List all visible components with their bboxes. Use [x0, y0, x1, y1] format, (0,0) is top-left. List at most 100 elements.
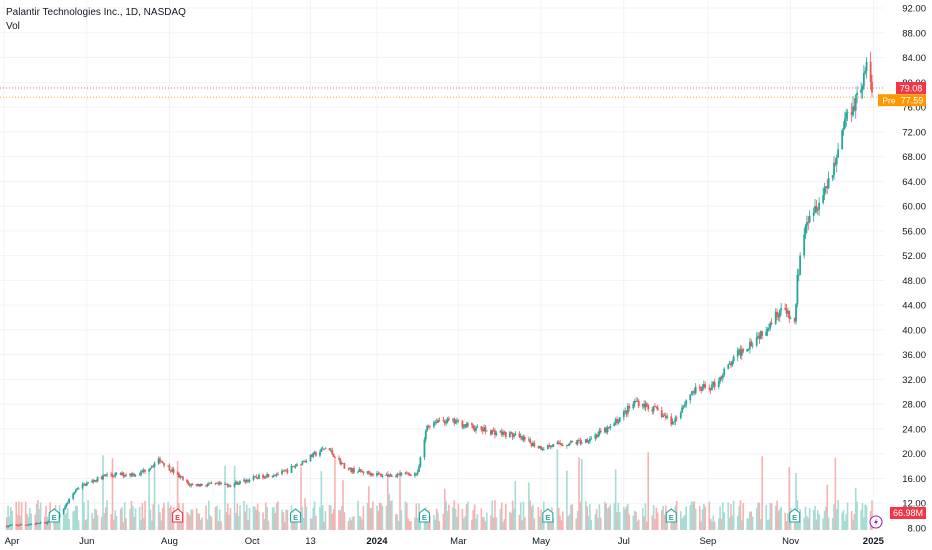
candle-body [546, 445, 549, 450]
price-tags: 79.08 Pre 77.59 66.98M [878, 81, 926, 519]
earnings-marker[interactable]: E [48, 508, 60, 523]
candle-body [328, 448, 331, 451]
volume-bar [9, 506, 12, 530]
time-axis-tick-label: Apr [5, 536, 20, 547]
volume-bar [114, 510, 117, 530]
volume-bar [207, 500, 210, 530]
volume-bar [366, 502, 369, 530]
time-axis[interactable]: Apr Jun Aug Oct 13 2024 Mar May Jul Sep Nov 2025 [5, 536, 885, 547]
candle-body [443, 420, 446, 424]
candle-body [647, 405, 650, 410]
candle-body [457, 419, 460, 421]
candles[interactable] [5, 51, 873, 528]
candle-body [342, 462, 344, 464]
volume-bar [419, 521, 422, 530]
volume-bar [529, 500, 532, 530]
candle-body [353, 468, 355, 473]
volume-bar [541, 517, 544, 530]
candle-body [466, 423, 469, 427]
earnings-marker[interactable]: E [665, 508, 677, 523]
candle-body [359, 469, 362, 472]
volume-bar [736, 515, 739, 530]
candle-body [28, 524, 31, 526]
candle-body [106, 474, 108, 476]
candle-body [845, 112, 848, 119]
candle-body [485, 430, 488, 432]
volume-bar [532, 504, 534, 530]
earnings-marker[interactable]: E [172, 508, 184, 523]
volume-bar [693, 501, 696, 530]
volume-bar [575, 518, 578, 530]
volume-bar [513, 508, 515, 530]
candle-body [628, 406, 631, 409]
earnings-marker[interactable]: E [789, 508, 801, 523]
volume-bar [226, 503, 229, 530]
volume-bar [579, 502, 582, 530]
candle-body [235, 481, 237, 484]
volume-bar [244, 511, 247, 530]
time-axis-tick-label: Nov [782, 536, 799, 547]
volume-bar [408, 521, 411, 530]
candle-body [850, 111, 853, 116]
volume-bar [319, 507, 321, 530]
lightning-icon[interactable] [869, 515, 883, 529]
symbol-title[interactable]: Palantir Technologies Inc., 1D, NASDAQ [6, 7, 186, 18]
candle-body [188, 484, 191, 486]
candle-body [673, 421, 675, 423]
price-axis[interactable]: 92.0088.0084.0080.0076.0072.0068.0064.00… [902, 4, 926, 535]
volume-bar [698, 505, 701, 530]
candle-body [91, 480, 94, 483]
candle-body [641, 404, 644, 407]
candle-body [434, 421, 437, 423]
time-axis-tick-label: 2025 [863, 536, 885, 547]
candle-body [826, 186, 829, 189]
volume-bar [537, 507, 540, 530]
candle-body [723, 368, 726, 376]
volume-bar [282, 512, 285, 530]
candle-body [140, 471, 142, 475]
candle-body [423, 439, 426, 458]
volume-bar [854, 487, 857, 530]
volume-bar [407, 518, 409, 530]
volume-bar [388, 493, 390, 530]
volume-bar [123, 502, 126, 530]
candle-body [87, 482, 89, 484]
candle-body [632, 403, 635, 409]
candle-body [803, 234, 806, 256]
candle-body [856, 92, 858, 96]
candle-body [414, 473, 416, 476]
earnings-marker[interactable]: E [542, 508, 554, 523]
candle-body [590, 438, 593, 440]
candle-body [46, 521, 49, 524]
volume-bar [846, 502, 849, 530]
volume-bar [557, 507, 560, 530]
candle-body [186, 479, 188, 483]
volume-bar [635, 512, 637, 530]
price-axis-tick-label: 40.00 [902, 325, 926, 336]
volume-indicator-label[interactable]: Vol [6, 21, 20, 32]
candle-body [689, 394, 692, 401]
candle-body [369, 473, 372, 475]
volume-bar [292, 520, 294, 530]
price-axis-tick-label: 24.00 [902, 424, 926, 435]
candle-body [561, 445, 564, 446]
volume-bar [11, 510, 13, 530]
candle-body [557, 442, 560, 444]
volume-bar [741, 520, 743, 530]
candle-body [617, 421, 620, 424]
volume-bar [727, 502, 730, 530]
candle-body [508, 432, 511, 437]
volume-bar [100, 516, 103, 530]
candle-body [324, 448, 327, 450]
candle-body [321, 448, 324, 450]
volume-bar [461, 508, 464, 530]
candle-body [207, 483, 210, 485]
volume-bar [87, 500, 89, 530]
volume-bar [749, 511, 751, 530]
earnings-marker[interactable]: E [418, 508, 430, 523]
candle-body [529, 439, 532, 443]
earnings-marker[interactable]: E [290, 508, 302, 523]
